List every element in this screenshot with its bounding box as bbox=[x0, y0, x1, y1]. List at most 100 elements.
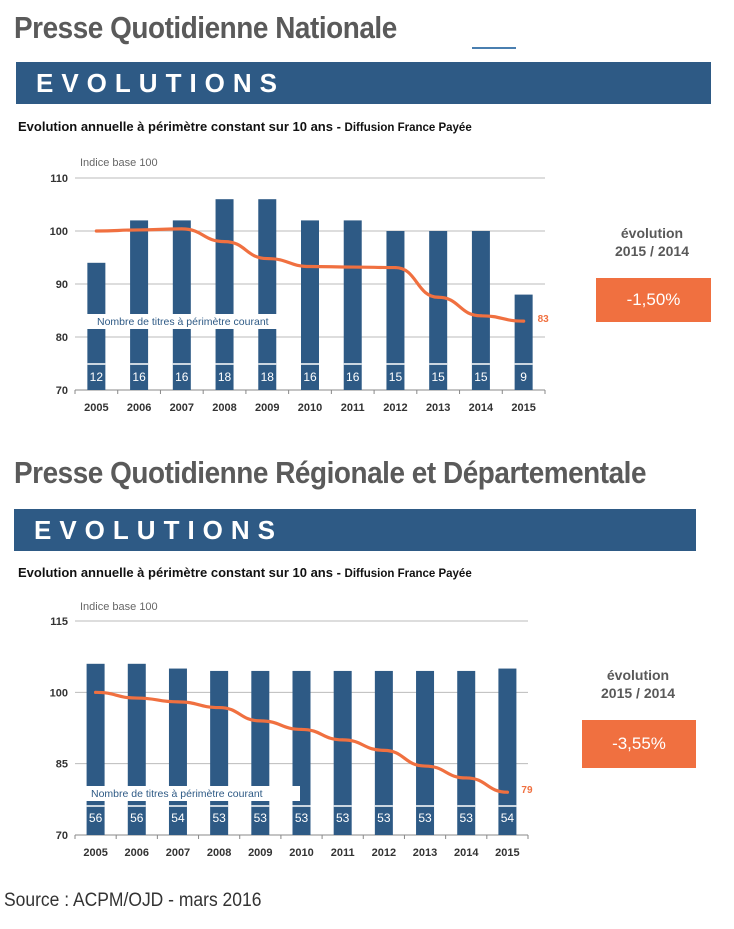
bar bbox=[386, 231, 405, 390]
y-tick-label: 70 bbox=[56, 830, 68, 842]
section2-banner: EVOLUTIONS bbox=[14, 509, 696, 551]
evolution-label-line1: évolution bbox=[606, 667, 670, 683]
bar bbox=[333, 670, 352, 835]
bar-count-label: 53 bbox=[254, 811, 268, 825]
x-tick-label: 2014 bbox=[469, 402, 494, 414]
x-tick-label: 2005 bbox=[84, 402, 108, 414]
x-tick-label: 2006 bbox=[127, 402, 151, 414]
section2-chart: Indice base 100 70 85 100 115 Nombre de titre… bbox=[50, 601, 533, 859]
x-tick-label: 2005 bbox=[83, 847, 107, 859]
bar-count-label: 53 bbox=[336, 811, 350, 825]
bar-count-label: 15 bbox=[432, 370, 446, 384]
bar bbox=[258, 199, 277, 390]
index-point bbox=[135, 696, 139, 700]
y-axis-label: Indice base 100 bbox=[80, 157, 158, 169]
caption-background bbox=[85, 314, 300, 329]
title-count-caption: Nombre de titres à périmètre courant bbox=[97, 316, 269, 328]
section2-evolution-label: évolution 2015 / 2014 bbox=[578, 666, 698, 702]
bar bbox=[471, 231, 490, 390]
index-point bbox=[393, 266, 397, 270]
x-tick-label: 2008 bbox=[212, 402, 236, 414]
index-point bbox=[300, 727, 303, 731]
x-tick-label: 2015 bbox=[511, 402, 535, 414]
section1-title: Presse Quotidienne Nationale bbox=[14, 10, 397, 45]
section2-subtitle-source: Diffusion France Payée bbox=[344, 568, 472, 580]
y-tick-label: 100 bbox=[50, 687, 68, 699]
y-tick-label: 110 bbox=[50, 173, 68, 185]
bar bbox=[514, 294, 533, 390]
bar-count-label: 56 bbox=[89, 811, 103, 825]
bar bbox=[172, 220, 191, 390]
bar bbox=[429, 231, 448, 390]
index-point bbox=[436, 295, 440, 299]
bar-count-label: 53 bbox=[460, 811, 474, 825]
section1-subtitle: Evolution annuelle à périmètre constant … bbox=[18, 119, 472, 134]
index-point bbox=[176, 700, 180, 704]
y-tick-label: 100 bbox=[50, 226, 68, 238]
index-point bbox=[308, 265, 312, 269]
x-tick-label: 2015 bbox=[495, 847, 519, 859]
y-tick-label: 80 bbox=[56, 332, 68, 344]
evolution-label-line1: évolution bbox=[620, 225, 684, 241]
x-tick-label: 2011 bbox=[341, 402, 365, 414]
index-point bbox=[217, 706, 221, 710]
section1-banner: EVOLUTIONS bbox=[16, 62, 711, 104]
x-tick-label: 2008 bbox=[207, 847, 231, 859]
x-tick-label: 2011 bbox=[331, 847, 355, 859]
bar-count-label: 18 bbox=[218, 370, 232, 384]
index-point bbox=[341, 738, 345, 742]
section1-subtitle-main: Evolution annuelle à périmètre constant … bbox=[18, 119, 341, 134]
bar bbox=[215, 199, 234, 390]
bar-count-label: 53 bbox=[377, 811, 391, 825]
index-point bbox=[258, 719, 262, 723]
bar-count-label: 12 bbox=[90, 370, 104, 384]
section2-title: Presse Quotidienne Régionale et Départem… bbox=[14, 455, 647, 490]
bar bbox=[301, 220, 319, 390]
title-underline-decoration bbox=[472, 47, 516, 49]
index-point bbox=[505, 790, 509, 794]
bar bbox=[416, 670, 435, 835]
x-tick-label: 2009 bbox=[248, 847, 272, 859]
x-tick-label: 2013 bbox=[413, 847, 437, 859]
bar-count-label: 16 bbox=[346, 370, 360, 384]
bar-count-label: 16 bbox=[303, 370, 317, 384]
x-tick-label: 2006 bbox=[125, 847, 149, 859]
section2-subtitle: Evolution annuelle à périmètre constant … bbox=[18, 565, 472, 580]
index-point bbox=[479, 314, 483, 318]
bar-count-label: 53 bbox=[212, 811, 226, 825]
y-tick-label: 70 bbox=[56, 385, 68, 397]
index-point bbox=[265, 257, 269, 261]
index-point bbox=[137, 228, 141, 232]
bar-count-label: 18 bbox=[261, 370, 275, 384]
x-tick-label: 2010 bbox=[289, 847, 313, 859]
bar-count-label: 16 bbox=[132, 370, 146, 384]
bar bbox=[374, 670, 393, 835]
bar-count-label: 53 bbox=[418, 811, 432, 825]
x-tick-label: 2012 bbox=[383, 402, 407, 414]
bar bbox=[127, 663, 146, 835]
bar bbox=[457, 670, 476, 835]
end-value-label: 79 bbox=[521, 785, 533, 796]
bar bbox=[343, 220, 362, 390]
bar-count-label: 15 bbox=[389, 370, 403, 384]
index-point bbox=[423, 764, 427, 768]
index-point bbox=[351, 265, 355, 269]
index-point bbox=[180, 227, 184, 231]
index-point bbox=[94, 229, 98, 233]
section1-subtitle-source: Diffusion France Payée bbox=[344, 122, 472, 134]
x-tick-label: 2014 bbox=[454, 847, 479, 859]
evolution-label-line2: 2015 / 2014 bbox=[601, 685, 675, 701]
y-tick-label: 115 bbox=[50, 616, 68, 628]
end-value-label: 83 bbox=[538, 314, 550, 325]
index-point bbox=[223, 240, 227, 244]
y-axis-label: Indice base 100 bbox=[80, 601, 158, 613]
bar-count-label: 15 bbox=[474, 370, 488, 384]
evolution-label-line2: 2015 / 2014 bbox=[615, 243, 689, 259]
section1-chart: Indice base 100 70 80 90 100 110 Nombre de tit… bbox=[50, 157, 550, 414]
section2-evolution-value: -3,55% bbox=[582, 720, 696, 768]
bar-count-label: 16 bbox=[175, 370, 189, 384]
section1-evolution-label: évolution 2015 / 2014 bbox=[592, 224, 712, 260]
source-note: Source : ACPM/OJD - mars 2016 bbox=[4, 890, 262, 911]
index-point bbox=[382, 748, 386, 752]
bar-count-label: 56 bbox=[130, 811, 144, 825]
